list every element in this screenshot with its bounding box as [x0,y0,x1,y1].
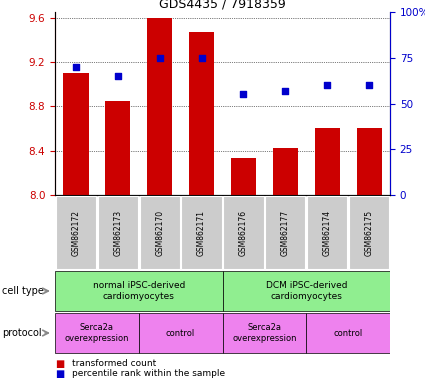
Text: GSM862173: GSM862173 [113,209,122,256]
FancyBboxPatch shape [181,196,222,269]
Text: GSM862175: GSM862175 [365,209,374,256]
Point [156,55,163,61]
Bar [231,159,256,195]
Text: GSM862171: GSM862171 [197,210,206,255]
Text: ■: ■ [55,359,64,369]
Text: GSM862177: GSM862177 [281,209,290,256]
Text: control: control [334,328,363,338]
Bar [314,129,340,195]
FancyBboxPatch shape [265,196,306,269]
FancyBboxPatch shape [223,313,306,353]
FancyBboxPatch shape [55,271,223,311]
Text: control: control [166,328,195,338]
Text: Serca2a
overexpression: Serca2a overexpression [232,323,297,343]
Point [366,82,372,88]
Title: GDS4435 / 7918359: GDS4435 / 7918359 [159,0,286,11]
FancyBboxPatch shape [349,196,389,269]
Text: transformed count: transformed count [72,359,156,369]
FancyBboxPatch shape [223,271,390,311]
Bar [63,73,88,195]
FancyBboxPatch shape [139,196,180,269]
Point [282,88,289,94]
Text: GSM862176: GSM862176 [239,209,248,256]
Point [324,82,331,88]
Text: Serca2a
overexpression: Serca2a overexpression [65,323,129,343]
Text: percentile rank within the sample: percentile rank within the sample [72,369,225,379]
Bar [189,32,214,195]
Bar [105,101,130,195]
FancyBboxPatch shape [55,313,139,353]
Text: GSM862172: GSM862172 [71,210,80,255]
FancyBboxPatch shape [307,196,347,269]
FancyBboxPatch shape [224,196,264,269]
Text: GSM862170: GSM862170 [155,209,164,256]
Point [198,55,205,61]
Point [73,64,79,70]
Text: protocol: protocol [2,328,42,338]
Point [114,73,121,79]
Text: normal iPSC-derived
cardiomyocytes: normal iPSC-derived cardiomyocytes [93,281,185,301]
Text: GSM862174: GSM862174 [323,209,332,256]
Bar [357,129,382,195]
Text: ■: ■ [55,369,64,379]
Bar [273,149,298,195]
Bar [147,18,172,195]
FancyBboxPatch shape [139,313,223,353]
Text: DCM iPSC-derived
cardiomyocytes: DCM iPSC-derived cardiomyocytes [266,281,347,301]
FancyBboxPatch shape [306,313,390,353]
FancyBboxPatch shape [56,196,96,269]
FancyBboxPatch shape [98,196,138,269]
Point [240,91,247,98]
Text: cell type: cell type [2,286,44,296]
